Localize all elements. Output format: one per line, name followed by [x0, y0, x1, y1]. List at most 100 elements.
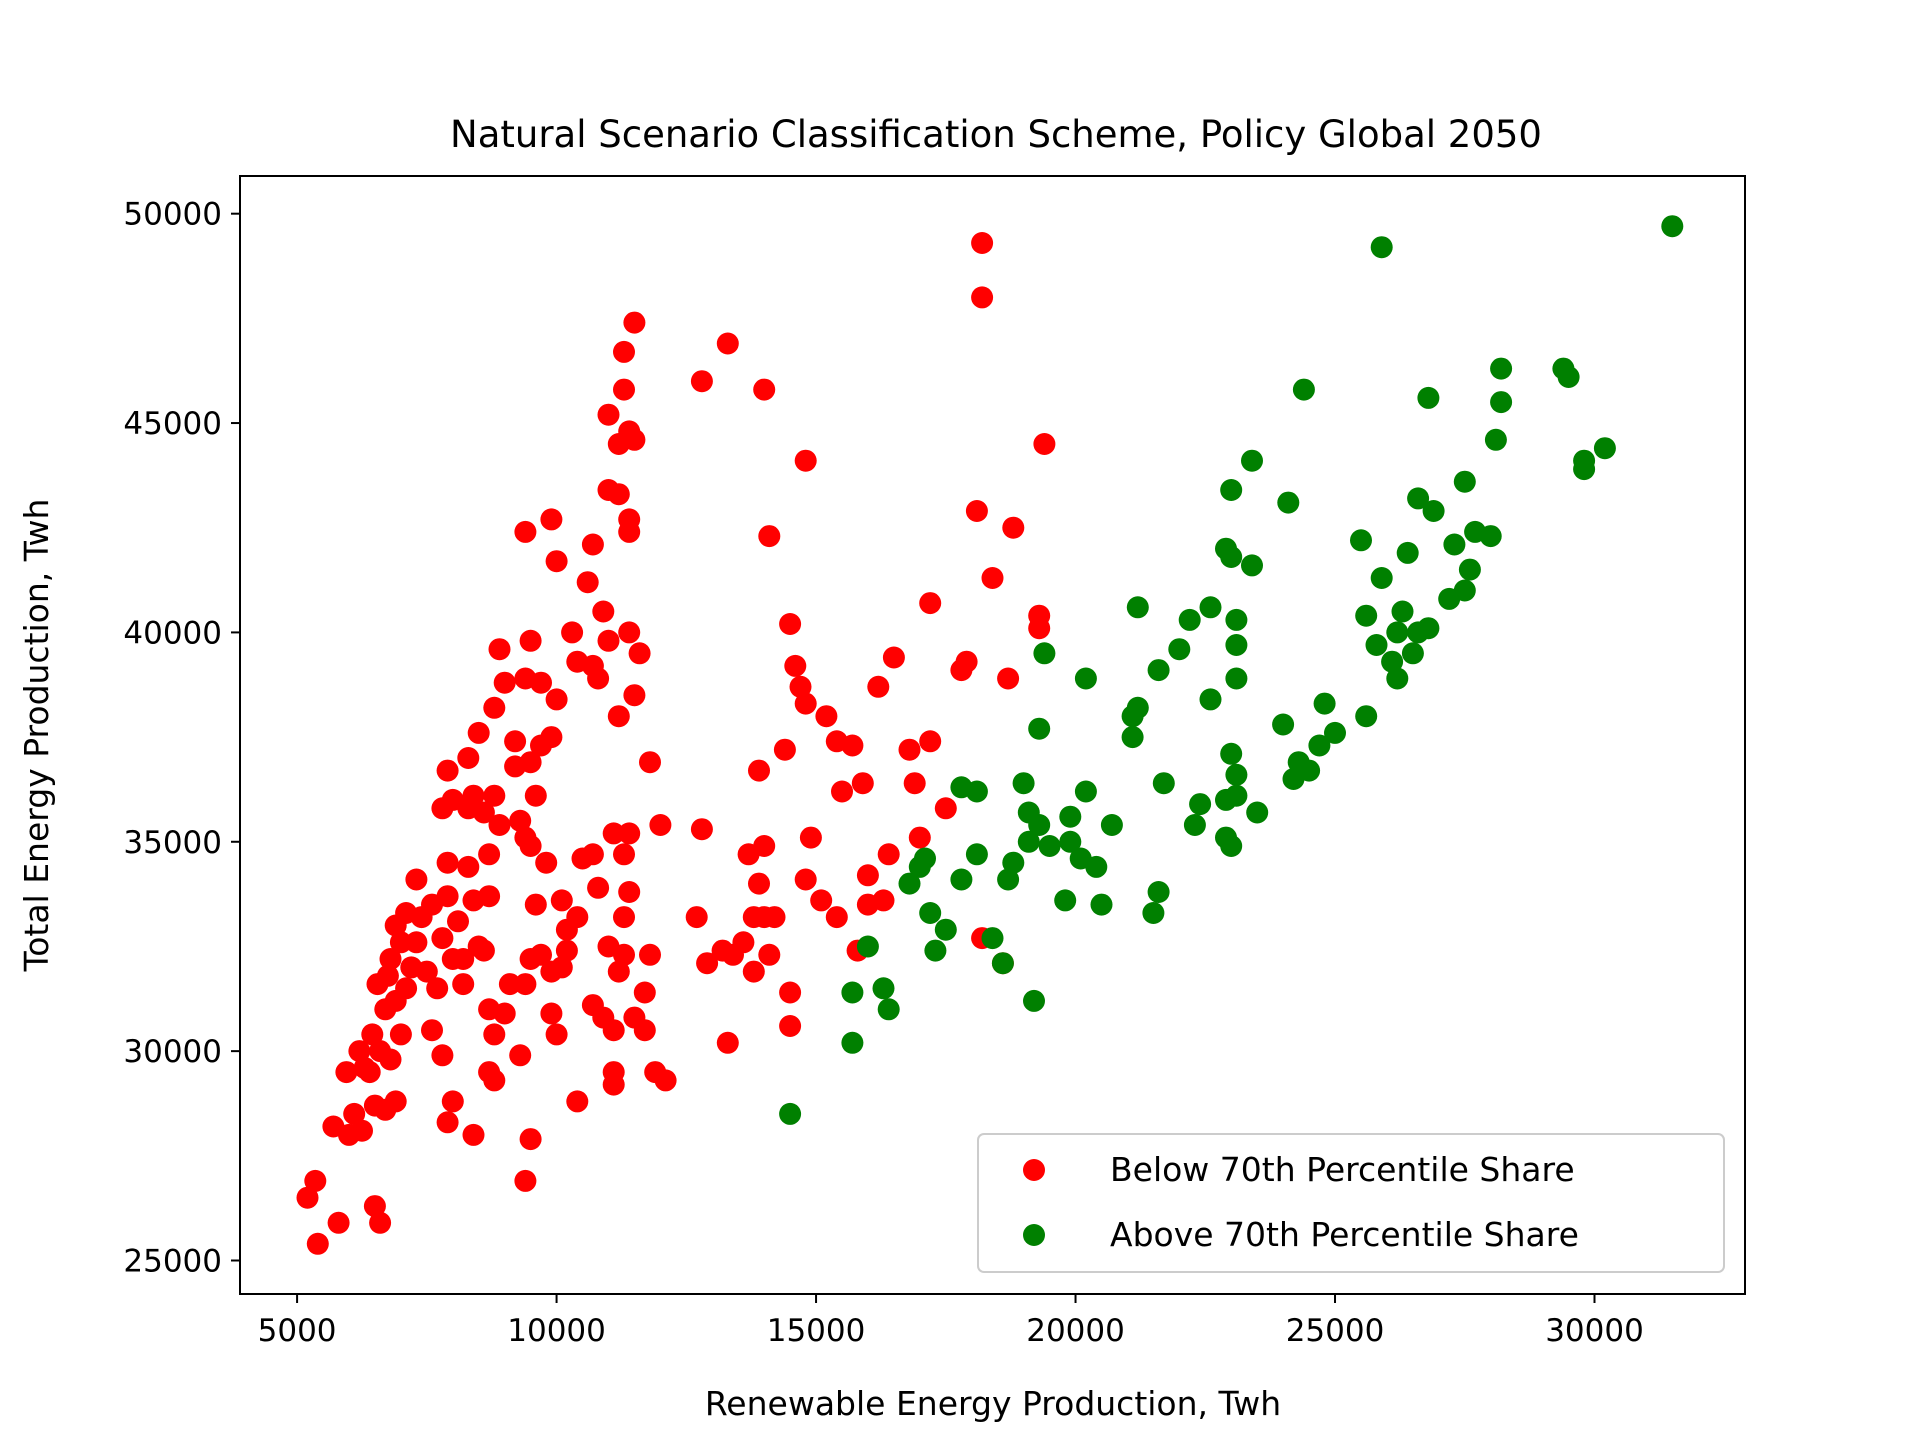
data-point-below	[587, 876, 610, 899]
data-point-above	[1147, 659, 1170, 682]
data-point-below	[483, 696, 506, 719]
data-point-below	[955, 650, 978, 673]
data-point-above	[1002, 851, 1025, 874]
data-point-below	[566, 1090, 589, 1113]
data-point-above	[1350, 529, 1372, 552]
data-point-above	[1484, 428, 1507, 451]
data-point-below	[882, 646, 905, 669]
data-point-below	[405, 868, 428, 891]
data-point-below	[623, 428, 646, 451]
data-point-above	[1573, 458, 1596, 481]
legend-marker-above	[1023, 1224, 1045, 1246]
x-tick-label: 15000	[767, 1313, 866, 1349]
y-tick-label: 40000	[123, 615, 222, 651]
x-tick-label: 20000	[1026, 1313, 1125, 1349]
data-point-above	[950, 868, 973, 891]
data-point-above	[856, 935, 879, 958]
data-point-below	[348, 1040, 371, 1063]
data-point-below	[1033, 433, 1056, 455]
data-point-below	[654, 1069, 677, 1092]
data-point-below	[304, 1169, 327, 1192]
data-point-above	[898, 872, 921, 895]
data-point-above	[1241, 449, 1263, 472]
data-point-below	[794, 692, 817, 715]
data-point-below	[561, 621, 584, 644]
data-point-below	[566, 906, 589, 929]
data-point-below	[919, 730, 942, 753]
data-point-above	[841, 1031, 864, 1054]
data-point-below	[581, 843, 604, 866]
data-point-below	[587, 667, 610, 690]
data-point-above	[1183, 814, 1206, 836]
data-point-below	[613, 340, 635, 363]
data-point-below	[639, 943, 661, 966]
data-point-below	[581, 533, 604, 556]
data-point-below	[841, 734, 864, 757]
data-point-below	[597, 403, 620, 426]
data-point-below	[545, 688, 568, 711]
x-axis-label: Renewable Energy Production, Twh	[705, 1384, 1281, 1423]
data-point-above	[965, 780, 988, 803]
data-point-below	[519, 1128, 542, 1151]
data-point-above	[1225, 784, 1248, 807]
data-point-below	[934, 797, 957, 820]
data-point-below	[592, 600, 615, 623]
data-point-below	[696, 952, 719, 975]
data-point-above	[1100, 814, 1123, 836]
data-point-below	[856, 864, 879, 887]
chart-title: Natural Scenario Classification Scheme, …	[450, 113, 1542, 156]
data-point-below	[742, 960, 765, 983]
data-point-below	[898, 738, 921, 761]
data-point-above	[1054, 889, 1077, 912]
data-point-below	[431, 1044, 454, 1067]
data-point-below	[498, 973, 521, 996]
data-point-above	[1246, 801, 1269, 824]
data-point-above	[914, 847, 936, 870]
data-point-below	[519, 835, 542, 857]
data-point-below	[758, 943, 781, 966]
data-point-below	[452, 973, 475, 996]
data-point-above	[1028, 814, 1051, 836]
data-point-below	[545, 1023, 568, 1046]
data-point-above	[1381, 650, 1404, 673]
data-point-below	[763, 906, 786, 929]
data-point-below	[690, 818, 713, 841]
data-point-below	[716, 1031, 739, 1054]
data-point-above	[1085, 855, 1108, 878]
data-point-below	[376, 964, 399, 987]
data-point-below	[908, 826, 931, 849]
data-point-below	[504, 730, 527, 753]
data-point-above	[1220, 546, 1243, 568]
data-point-below	[483, 784, 506, 807]
data-point-below	[436, 1111, 459, 1134]
data-point-below	[903, 772, 926, 795]
data-point-below	[758, 525, 781, 548]
data-point-above	[1417, 617, 1440, 640]
data-point-below	[436, 759, 459, 782]
y-axis-label: Total Energy Production, Twh	[17, 499, 56, 973]
data-point-above	[1168, 638, 1191, 661]
data-point-below	[971, 232, 994, 254]
data-point-below	[877, 843, 900, 866]
data-point-above	[1453, 470, 1476, 493]
data-point-below	[421, 1019, 443, 1042]
data-point-below	[685, 906, 708, 929]
data-point-above	[1396, 541, 1419, 564]
data-point-above	[1220, 835, 1243, 857]
data-point-below	[649, 814, 672, 836]
data-point-below	[607, 705, 630, 728]
data-point-below	[872, 889, 895, 912]
data-point-below	[602, 1019, 625, 1042]
data-point-below	[389, 931, 412, 954]
data-point-above	[1272, 713, 1295, 736]
data-point-below	[493, 671, 516, 694]
data-point-below	[343, 1102, 366, 1125]
data-point-above	[1090, 893, 1113, 916]
data-point-above	[1443, 533, 1466, 556]
legend-label-below: Below 70th Percentile Share	[1110, 1150, 1575, 1189]
data-point-above	[1277, 491, 1300, 514]
data-point-above	[1189, 793, 1212, 816]
data-point-below	[773, 738, 796, 761]
data-point-above	[1059, 830, 1082, 853]
